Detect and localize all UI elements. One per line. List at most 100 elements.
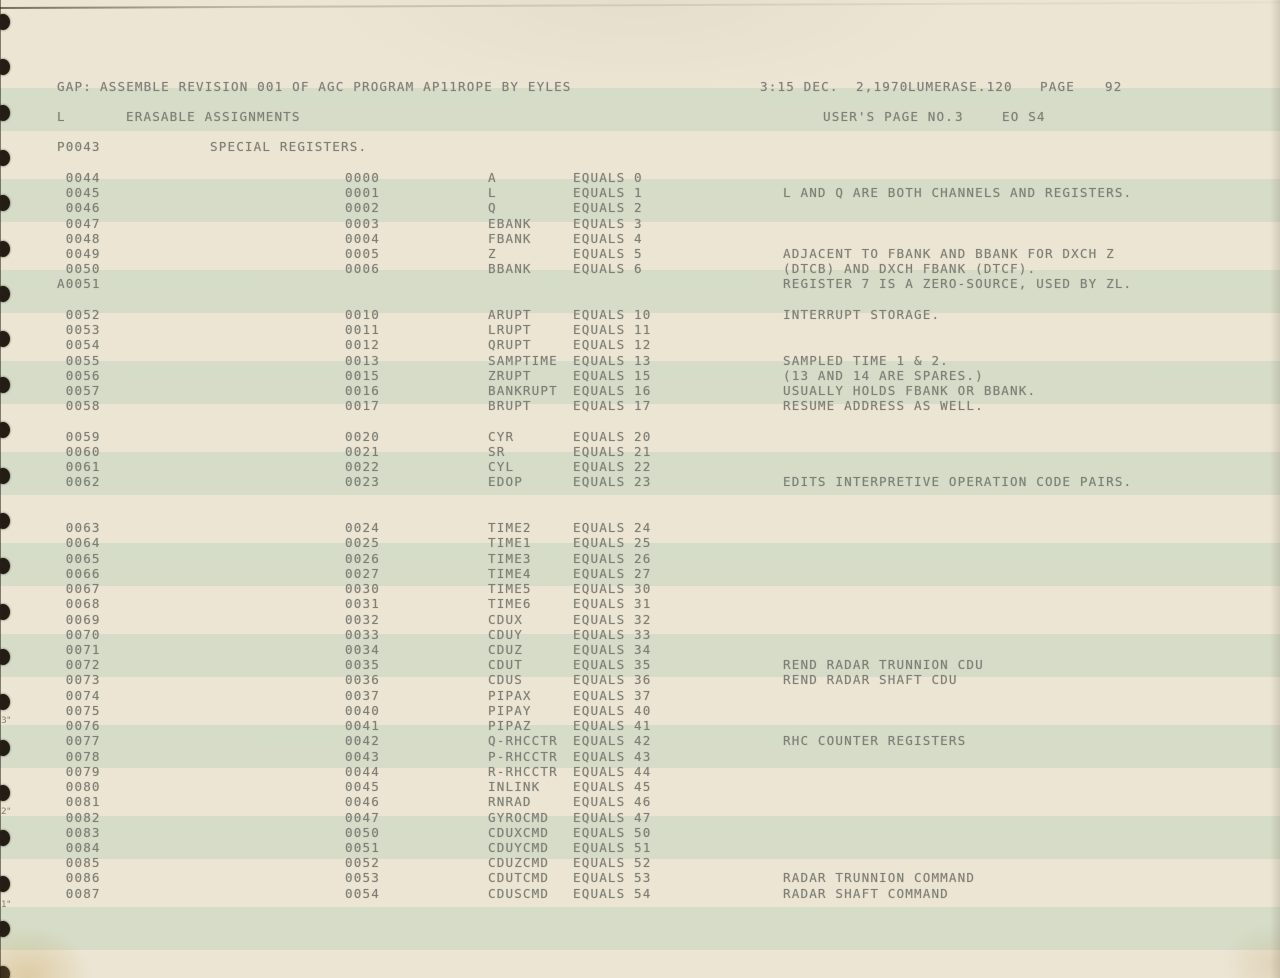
sprocket-hole [0, 921, 10, 937]
equals-value: 25 [634, 535, 652, 551]
symbol-name: CDUT [488, 657, 523, 673]
symbol-name: CDUXCMD [488, 824, 550, 840]
listing-row: 0087 0054 CDUSCMD EQUALS 54 RADAR SHAFT COMMA… [0, 886, 1280, 902]
symbol-name: P-RHCCTR [488, 748, 558, 764]
op-code: EQUALS [573, 870, 626, 886]
line-number: 0064 [57, 535, 101, 551]
equals-value: 51 [634, 840, 652, 855]
listing-row: 0071 0034 CDUZ EQUALS 34 [0, 642, 1280, 658]
listing-row: 0070 0033 CDUY EQUALS 33 [0, 627, 1280, 643]
equals-value: 20 [634, 428, 652, 444]
octal-address: 0046 [345, 794, 380, 810]
op-code: EQUALS [573, 459, 626, 475]
listing-row: 0085 0052 CDUZCMD EQUALS 52 [0, 855, 1280, 871]
octal-address: 0054 [345, 885, 380, 901]
listing-row: 0052 0010 ARUPT EQUALS 10 INTERRUPT STORAGE. [0, 307, 1280, 323]
equals-value: 45 [634, 779, 652, 795]
assembler-label: GAP: [57, 78, 92, 94]
subsection-id: P0043 [57, 139, 101, 155]
sprocket-hole [0, 422, 10, 439]
op-code: EQUALS [573, 657, 626, 673]
octal-address: 0040 [345, 702, 380, 718]
octal-address: 0036 [345, 672, 380, 688]
symbol-name: R-RHCCTR [488, 763, 558, 779]
line-number: 0071 [57, 642, 101, 657]
octal-address: 0034 [345, 642, 380, 657]
sprocket-hole [0, 376, 10, 393]
octal-address: 0024 [345, 520, 380, 536]
symbol-name: INLINK [488, 779, 541, 795]
listing-row: 0047 0003 EBANK EQUALS 3 [0, 216, 1280, 232]
line-number: 0087 [57, 885, 101, 901]
op-code: EQUALS [573, 611, 626, 627]
sprocket-hole [0, 648, 10, 665]
listing-row: 0073 0036 CDUS EQUALS 36 REND RADAR SHAFT CDU [0, 672, 1280, 688]
subsection-title: SPECIAL REGISTERS. [210, 139, 368, 155]
octal-address: 0053 [345, 870, 380, 886]
op-code: EQUALS [573, 824, 626, 840]
equals-value: 0 [634, 169, 643, 185]
op-code: EQUALS [573, 352, 626, 368]
line-number: 0068 [57, 596, 101, 612]
equals-value: 6 [634, 261, 643, 277]
octal-address: 0030 [345, 581, 380, 597]
op-code: EQUALS [573, 748, 626, 764]
listing-row: 0055 0013 SAMPTIME EQUALS 13 SAMPLED TIME 1 &… [0, 353, 1280, 369]
comment: RHC COUNTER REGISTERS [783, 733, 967, 749]
listing-row: 0066 0027 TIME4 EQUALS 27 [0, 566, 1280, 582]
equals-value: 30 [634, 581, 652, 597]
octal-address: 0031 [345, 596, 380, 612]
line-number: 0056 [57, 367, 101, 383]
symbol-name: ZRUPT [488, 367, 532, 383]
listing-row: 0076 0041 PIPAZ EQUALS 41 [0, 718, 1280, 734]
line-number: 0077 [57, 733, 101, 749]
listing-row: 0063 0024 TIME2 EQUALS 24 [0, 520, 1280, 536]
line-number: 0074 [57, 687, 101, 703]
listing-row: 0049 0005 Z EQUALS 5 ADJACENT TO FBANK AND BB… [0, 246, 1280, 262]
equals-value: 43 [634, 748, 652, 764]
equals-value: 24 [634, 520, 652, 536]
listing-row: 0048 0004 FBANK EQUALS 4 [0, 231, 1280, 247]
op-code: EQUALS [573, 642, 626, 657]
equals-value: 26 [634, 550, 652, 566]
listing-row: 0058 0017 BRUPT EQUALS 17 RESUME ADDRESS AS W… [0, 398, 1280, 414]
octal-address: 0002 [345, 200, 380, 216]
sprocket-hole [0, 558, 10, 575]
sprocket-hole [0, 694, 10, 711]
octal-address: 0011 [345, 322, 380, 338]
equals-value: 16 [634, 383, 652, 399]
op-code: EQUALS [573, 383, 626, 399]
equals-value: 22 [634, 459, 652, 475]
line-number: 0053 [57, 322, 101, 338]
line-number: 0054 [57, 337, 101, 353]
equals-value: 47 [634, 809, 652, 825]
symbol-name: CDUSCMD [488, 885, 550, 901]
sprocket-hole [0, 14, 10, 30]
assembly-title: ASSEMBLE REVISION 001 OF AGC PROGRAM AP1… [100, 78, 572, 94]
sprocket-hole [0, 784, 10, 801]
line-number: 0046 [57, 200, 101, 216]
equals-value: 10 [634, 306, 652, 322]
comment: USUALLY HOLDS FBANK OR BBANK. [783, 383, 1037, 399]
equals-value: 36 [634, 672, 652, 688]
listing-row: 0056 0015 ZRUPT EQUALS 15 (13 AND 14 ARE SPAR… [0, 368, 1280, 384]
line-number: 0062 [57, 474, 101, 490]
op-code: EQUALS [573, 763, 626, 779]
equals-value: 17 [634, 398, 652, 414]
sprocket-hole [0, 875, 10, 892]
octal-address: 0004 [345, 230, 380, 246]
line-number: 0073 [57, 672, 101, 688]
octal-address: 0026 [345, 550, 380, 566]
octal-address: 0010 [345, 306, 380, 322]
sprocket-hole [0, 512, 10, 529]
op-code: EQUALS [573, 550, 626, 566]
listing-row: 0079 0044 R-RHCCTR EQUALS 44 [0, 764, 1280, 780]
octal-address: 0020 [345, 428, 380, 444]
symbol-name: CYL [488, 459, 515, 475]
equals-value: 33 [634, 626, 652, 642]
symbol-name: Q [488, 200, 497, 216]
op-code: EQUALS [573, 733, 626, 749]
line-number: 0083 [57, 824, 101, 840]
comment: RADAR SHAFT COMMAND [783, 885, 949, 901]
listing-row: 0057 0016 BANKRUPT EQUALS 16 USUALLY HOLDS FB… [0, 383, 1280, 399]
